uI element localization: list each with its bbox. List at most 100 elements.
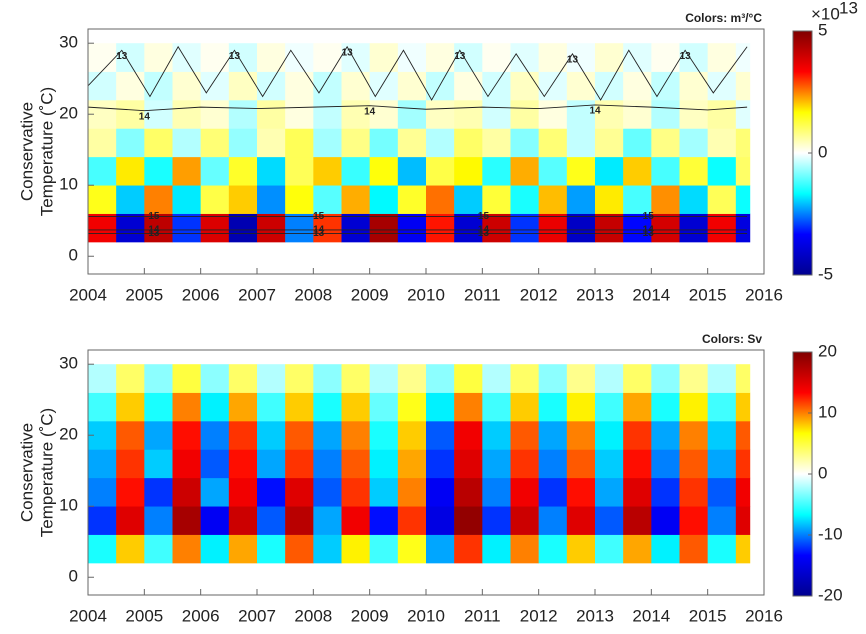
heatmap-cell: [172, 71, 201, 101]
x-tick-label: 2012: [520, 606, 558, 625]
heatmap-cell: [369, 364, 399, 393]
heatmap-cell: [482, 421, 511, 450]
heatmap-cell: [538, 71, 568, 101]
heatmap-cell: [144, 156, 173, 186]
colorbar-tick-label: -20: [818, 585, 843, 604]
heatmap-cell: [285, 449, 314, 479]
contour-label: 14: [313, 225, 325, 236]
heatmap-cell: [200, 534, 230, 564]
heatmap-cell: [397, 477, 427, 507]
heatmap-cell: [651, 364, 680, 393]
heatmap-cell: [510, 477, 539, 507]
heatmap-cell: [623, 185, 652, 214]
contour-label: 13: [643, 228, 655, 239]
heatmap-cell: [144, 128, 173, 158]
x-tick-label: 2007: [238, 606, 276, 625]
heatmap-cell: [285, 156, 314, 186]
heatmap-cell: [510, 185, 539, 214]
heatmap-cell: [538, 534, 568, 564]
heatmap-cell: [285, 100, 314, 129]
heatmap-cell: [257, 449, 286, 479]
heatmap-cell: [679, 534, 708, 564]
heatmap-cell: [88, 43, 117, 72]
y-axis-label: Temperature (˚C): [37, 87, 56, 216]
heatmap-cell: [707, 421, 737, 450]
heatmap-cell: [313, 71, 342, 101]
heatmap-cell: [228, 506, 258, 535]
heatmap-cell: [144, 364, 173, 393]
heatmap-cell: [623, 156, 652, 186]
x-tick-label: 2006: [182, 285, 220, 304]
heatmap-cell: [397, 128, 427, 158]
contour-label: 13: [567, 54, 579, 65]
heatmap-cell: [735, 392, 751, 422]
heatmap-cell: [397, 213, 427, 243]
heatmap-cell: [651, 477, 680, 507]
heatmap-cell: [341, 506, 370, 535]
heatmap-cell: [566, 506, 596, 535]
y-axis-label: Temperature (˚C): [37, 408, 56, 537]
heatmap-cell: [341, 364, 370, 393]
heatmap-cell: [257, 392, 286, 422]
heatmap-cell: [88, 534, 117, 564]
heatmap-cell: [566, 449, 596, 479]
heatmap-cell: [285, 392, 314, 422]
contour-label: 15: [478, 211, 490, 222]
heatmap-cell: [228, 449, 258, 479]
heatmap-cell: [313, 421, 342, 450]
contour-label: 13: [313, 228, 325, 239]
x-tick-label: 2016: [745, 285, 783, 304]
heatmap-cell: [595, 43, 624, 72]
heatmap-cell: [454, 421, 483, 450]
heatmap-cell: [426, 185, 455, 214]
contour-label: 14: [139, 111, 151, 122]
heatmap-cell: [510, 392, 539, 422]
heatmap-cell: [538, 392, 568, 422]
heatmap-cell: [735, 185, 751, 214]
contour-label: 13: [116, 51, 128, 62]
heatmap-cell: [735, 364, 751, 393]
heatmap-cell: [482, 128, 511, 158]
heatmap-cell: [341, 534, 370, 564]
heatmap-cell: [200, 449, 230, 479]
heatmap-cell: [144, 185, 173, 214]
colorbar-tick-label: 0: [818, 142, 827, 161]
heatmap-cell: [285, 477, 314, 507]
heatmap-cell: [341, 156, 370, 186]
heatmap-cell: [454, 364, 483, 393]
heatmap-cell: [454, 449, 483, 479]
contour-label: 15: [643, 211, 655, 222]
heatmap-cell: [707, 43, 737, 72]
heatmap-cell: [454, 534, 483, 564]
heatmap-cell: [172, 534, 201, 564]
heatmap-cell: [397, 534, 427, 564]
heatmap-cell: [679, 392, 708, 422]
heatmap-cell: [369, 213, 399, 243]
x-tick-label: 2011: [464, 606, 501, 625]
heatmap-cell: [144, 213, 173, 243]
heatmap-cell: [538, 128, 568, 158]
heatmap-cell: [426, 100, 455, 129]
colorbar-tick-label: -5: [818, 264, 833, 283]
heatmap-cell: [228, 364, 258, 393]
heatmap-cell: [144, 506, 173, 535]
heatmap-cell: [200, 421, 230, 450]
heatmap-cell: [538, 449, 568, 479]
contour-label: 13: [148, 228, 160, 239]
heatmap-cell: [116, 100, 145, 129]
heatmap-cell: [679, 100, 708, 129]
heatmap-cell: [482, 43, 511, 72]
panel-title: Colors: Sv: [702, 332, 762, 346]
heatmap-cell: [538, 156, 568, 186]
heatmap-cell: [144, 421, 173, 450]
heatmap-cell: [369, 43, 399, 72]
contour-label: 13: [454, 51, 466, 62]
heatmap-cell: [397, 156, 427, 186]
heatmap-cell: [313, 449, 342, 479]
heatmap-cell: [707, 71, 737, 101]
heatmap-cell: [679, 506, 708, 535]
heatmap-cell: [172, 449, 201, 479]
heatmap-cell: [707, 364, 737, 393]
